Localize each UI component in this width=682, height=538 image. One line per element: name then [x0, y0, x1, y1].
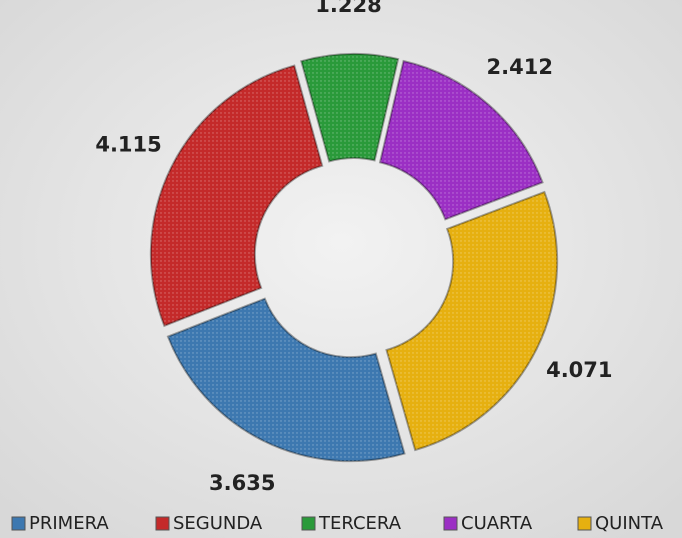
legend-label: TERCERA	[318, 513, 402, 534]
legend-swatch	[12, 517, 25, 530]
legend-swatch	[156, 517, 169, 530]
data-label: 4.071	[546, 358, 612, 382]
legend-label: QUINTA	[595, 513, 664, 534]
legend-label: SEGUNDA	[173, 513, 263, 534]
legend-swatch	[302, 517, 315, 530]
data-label: 3.635	[209, 471, 275, 495]
data-label: 1.228	[315, 0, 381, 17]
chart: 3.635 4.115 1.228 2.412 4.071 PRIMERA SEGUNDA T…	[0, 0, 682, 538]
legend-swatch	[444, 517, 457, 530]
data-label: 4.115	[95, 132, 161, 156]
legend-label: PRIMERA	[29, 513, 109, 534]
legend-swatch	[578, 517, 591, 530]
data-label: 2.412	[487, 55, 553, 79]
legend-label: CUARTA	[461, 513, 533, 534]
